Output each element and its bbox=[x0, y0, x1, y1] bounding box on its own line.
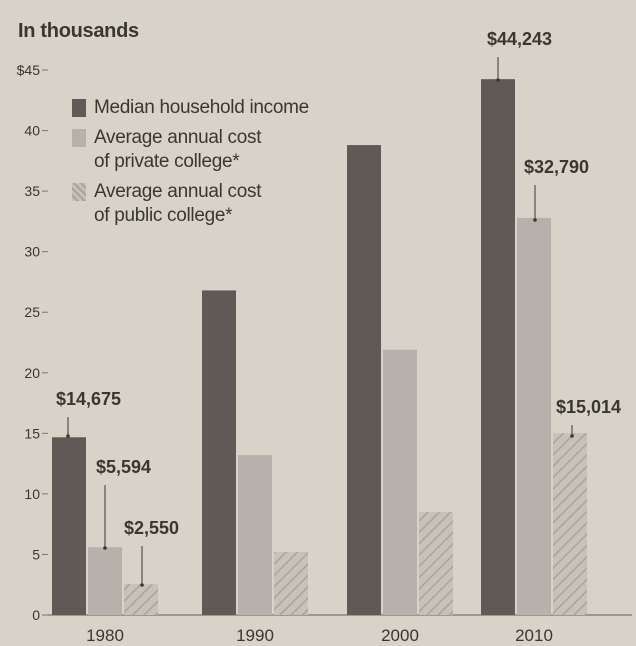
x-tick-label: 1980 bbox=[86, 626, 124, 645]
x-tick-label: 1990 bbox=[236, 626, 274, 645]
leader-dot bbox=[570, 434, 574, 438]
bar-private-college-1990 bbox=[238, 455, 272, 615]
legend-label-private-college: Average annual cost of private college* bbox=[94, 127, 262, 172]
y-tick-label: 20 bbox=[24, 365, 40, 381]
bar-public-college-2000 bbox=[419, 512, 453, 615]
y-tick-label: 5 bbox=[32, 546, 40, 562]
bar-median-income-1990 bbox=[202, 290, 236, 615]
legend-label-public-college: Average annual cost of public college* bbox=[94, 181, 262, 226]
legend-item-public-college: Average annual cost of public college* bbox=[72, 180, 309, 228]
data-label: $32,790 bbox=[524, 157, 589, 177]
y-tick-label: 40 bbox=[24, 123, 40, 139]
x-tick-label: 2010 bbox=[515, 626, 553, 645]
data-label: $5,594 bbox=[96, 457, 151, 477]
leader-dot bbox=[103, 546, 107, 550]
bar-median-income-2000 bbox=[347, 145, 381, 616]
leader-dot bbox=[66, 434, 70, 438]
legend-label-median-income: Median household income bbox=[94, 97, 309, 118]
bar-median-income-2010 bbox=[481, 79, 515, 616]
legend-swatch-public-college bbox=[72, 183, 86, 201]
bar-public-college-1990 bbox=[274, 552, 308, 615]
axis-layer: 0 5 10 15 20 25 30 35 40 $45 1980 1990 2000 2010 bbox=[17, 62, 632, 645]
y-tick-label: 10 bbox=[24, 486, 40, 502]
bar-layer bbox=[52, 79, 587, 616]
leader-dot bbox=[533, 218, 537, 222]
data-label: $15,014 bbox=[556, 397, 621, 417]
data-label: $44,243 bbox=[487, 29, 552, 49]
legend-item-private-college: Average annual cost of private college* bbox=[72, 126, 309, 174]
y-tick-label: 0 bbox=[32, 607, 40, 623]
legend-swatch-median-income bbox=[72, 99, 86, 117]
y-tick-label: 30 bbox=[24, 244, 40, 260]
y-tick-label: 35 bbox=[24, 183, 40, 199]
bar-private-college-2010 bbox=[517, 217, 551, 616]
y-tick-label: $45 bbox=[17, 62, 41, 78]
bar-median-income-1980 bbox=[52, 437, 86, 615]
y-tick-label: 15 bbox=[24, 425, 40, 441]
bar-public-college-2010 bbox=[553, 433, 587, 615]
legend-item-median-income: Median household income bbox=[72, 96, 309, 120]
unit-title: In thousands bbox=[18, 20, 139, 42]
data-label: $2,550 bbox=[124, 518, 179, 538]
legend-swatch-private-college bbox=[72, 129, 86, 147]
legend: Median household income Average annual c… bbox=[72, 96, 309, 234]
leader-dot bbox=[496, 78, 500, 82]
bar-private-college-2000 bbox=[383, 349, 417, 615]
x-tick-label: 2000 bbox=[381, 626, 419, 645]
data-label: $14,675 bbox=[56, 389, 121, 409]
bar-private-college-1980 bbox=[88, 547, 122, 615]
y-tick-label: 25 bbox=[24, 304, 40, 320]
bar-public-college-1980 bbox=[124, 584, 158, 615]
leader-dot bbox=[140, 583, 144, 587]
annotation-layer: $14,675 $5,594 $2,550 $44,243 $32,790 $15,014 bbox=[56, 29, 621, 587]
